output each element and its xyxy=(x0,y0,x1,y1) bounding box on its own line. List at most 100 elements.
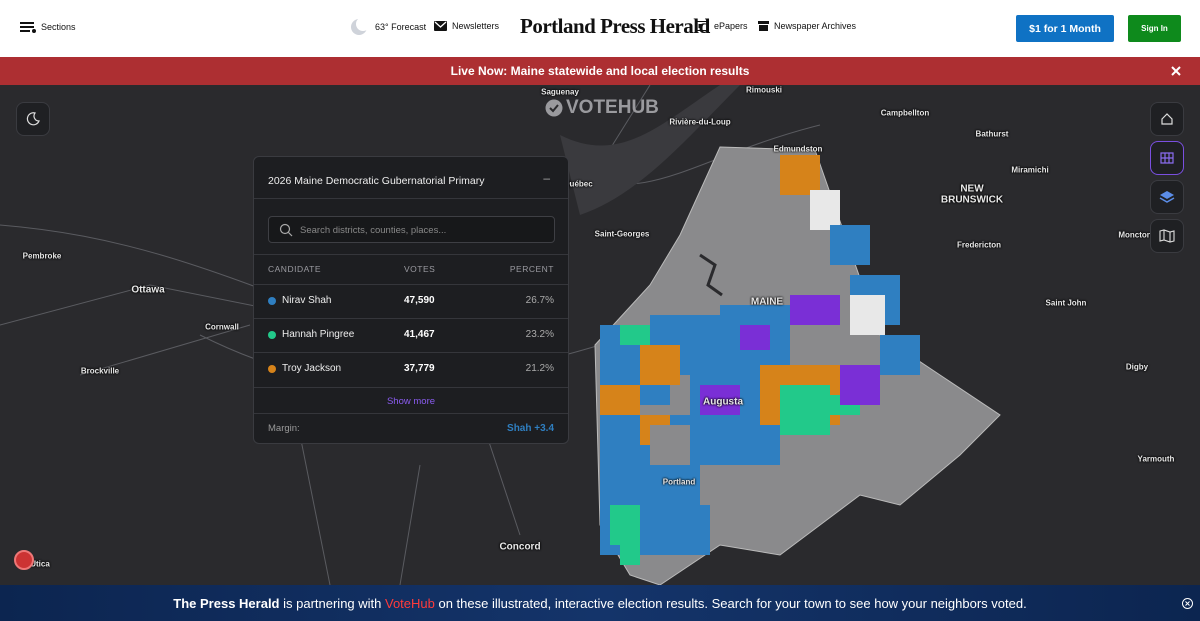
grid-icon xyxy=(1160,152,1174,164)
column-header: VOTES xyxy=(404,264,436,274)
basemap-button[interactable] xyxy=(1150,219,1184,253)
epapers-link[interactable]: ePapers xyxy=(696,21,748,31)
banner-strong: The Press Herald xyxy=(173,595,280,611)
home-icon xyxy=(1161,113,1173,125)
site-logo[interactable]: Portland Press Herald xyxy=(520,14,710,38)
search-icon xyxy=(279,223,293,237)
map-precincts xyxy=(600,155,920,565)
map-label: MAINE xyxy=(750,296,784,308)
archive-icon xyxy=(758,21,769,31)
result-row: Nirav Shah 47,590 26.7% xyxy=(254,284,568,318)
sections-button[interactable]: Sections xyxy=(20,21,76,33)
map-label: BRUNSWICK xyxy=(940,194,1004,206)
map-label: Rivière-du-Loup xyxy=(669,117,731,127)
votehub-brand-text: VOTEHUB xyxy=(566,97,659,118)
candidate-color xyxy=(268,297,276,305)
map-label: Augusta xyxy=(703,396,743,408)
layers-button[interactable] xyxy=(1150,180,1184,214)
banner-text: is partnering with xyxy=(279,595,385,611)
column-header: CANDIDATE xyxy=(268,264,321,274)
margin-value: Shah +3.4 xyxy=(507,423,554,434)
st-lawrence xyxy=(560,85,740,215)
candidate-name: Troy Jackson xyxy=(282,363,342,374)
live-banner-text: Live Now: Maine statewide and local elec… xyxy=(450,64,750,78)
sections-label: Sections xyxy=(41,22,76,32)
close-icon[interactable] xyxy=(1171,66,1181,76)
forecast-label: 63° Forecast xyxy=(375,22,427,32)
epaper-icon xyxy=(696,21,709,31)
map-label: Saint-Georges xyxy=(594,229,650,239)
result-row: Hannah Pingree 41,467 23.2% xyxy=(254,318,568,352)
alert-badge[interactable] xyxy=(14,550,34,570)
candidate-votes: 41,467 xyxy=(404,329,435,340)
candidate-percent: 26.7% xyxy=(525,295,554,306)
divider xyxy=(254,387,568,388)
newsletters-label: Newsletters xyxy=(452,21,500,31)
candidate-percent: 21.2% xyxy=(525,363,554,374)
partner-banner: The Press Herald is partnering with Vote… xyxy=(0,585,1200,621)
map-label: Pembroke xyxy=(22,251,62,261)
archives-label: Newspaper Archives xyxy=(774,21,857,31)
map-label: Bathurst xyxy=(975,129,1009,139)
map-label: Miramichi xyxy=(1011,165,1049,175)
candidate-votes: 37,779 xyxy=(404,363,435,374)
map-label: Saint John xyxy=(1045,298,1087,308)
archives-link[interactable]: Newspaper Archives xyxy=(758,21,856,31)
candidate-color xyxy=(268,331,276,339)
row-divider xyxy=(254,352,568,353)
candidate-name: Nirav Shah xyxy=(282,295,332,306)
map-label: Portland xyxy=(662,477,696,487)
map-label: Yarmouth xyxy=(1137,454,1175,464)
map-label: Moncton xyxy=(1118,230,1152,240)
search-box[interactable]: Search districts, counties, places... xyxy=(268,216,555,243)
results-panel: 2026 Maine Democratic Gubernatorial Prim… xyxy=(253,156,569,444)
candidate-color xyxy=(268,365,276,373)
map-label: Ottawa xyxy=(131,284,165,296)
banner-text: The Press Herald is partnering with Vote… xyxy=(173,596,1026,611)
precinct-view-button[interactable] xyxy=(1150,141,1184,175)
search-placeholder: Search districts, counties, places... xyxy=(300,225,447,236)
forecast-link[interactable]: 63° Forecast xyxy=(350,17,426,37)
candidate-name: Hannah Pingree xyxy=(282,329,355,340)
map-label: Campbellton xyxy=(880,108,930,118)
epapers-label: ePapers xyxy=(714,21,748,31)
show-more-button[interactable]: Show more xyxy=(386,396,436,407)
candidate-percent: 23.2% xyxy=(525,329,554,340)
site-header: Sections 63° Forecast Newsletters Portla… xyxy=(0,0,1200,57)
map-label: Saguenay xyxy=(541,87,579,97)
election-map[interactable]: VOTEHUB Ottawa Cornwall Brockville Pembroke… xyxy=(0,85,1200,585)
map-label: Fredericton xyxy=(956,240,1002,250)
collapse-button[interactable]: – xyxy=(543,171,550,185)
row-divider xyxy=(254,318,568,319)
panel-title: 2026 Maine Democratic Gubernatorial Prim… xyxy=(268,175,485,187)
map-label: Edmundston xyxy=(773,144,823,154)
subscribe-button[interactable]: $1 for 1 Month xyxy=(1016,15,1114,42)
map-label: Digby xyxy=(1125,362,1149,372)
divider xyxy=(254,254,568,255)
column-header: PERCENT xyxy=(509,264,554,274)
moon-icon xyxy=(26,112,40,126)
margin-label: Margin: xyxy=(268,423,300,434)
votehub-brand: VOTEHUB xyxy=(545,97,659,119)
banner-link[interactable]: VoteHub xyxy=(385,595,435,611)
signin-button[interactable]: Sign In xyxy=(1128,15,1181,42)
home-button[interactable] xyxy=(1150,102,1184,136)
candidate-votes: 47,590 xyxy=(404,295,435,306)
menu-icon xyxy=(20,22,36,33)
close-icon[interactable] xyxy=(1182,598,1193,609)
divider xyxy=(254,413,568,414)
map-base xyxy=(0,85,1001,585)
map-label: Utica xyxy=(30,559,50,569)
map-label: Rimouski xyxy=(745,85,783,95)
mail-icon xyxy=(434,21,447,31)
banner-text: on these illustrated, interactive electi… xyxy=(434,595,1027,611)
map-label: Cornwall xyxy=(205,322,239,332)
map-label: Québec xyxy=(563,179,593,189)
map-label: Concord xyxy=(499,541,541,553)
newsletters-link[interactable]: Newsletters xyxy=(434,21,499,31)
layers-icon xyxy=(1159,191,1175,203)
row-divider xyxy=(254,284,568,285)
dark-mode-toggle[interactable] xyxy=(16,102,50,136)
live-banner[interactable]: Live Now: Maine statewide and local elec… xyxy=(0,57,1200,85)
